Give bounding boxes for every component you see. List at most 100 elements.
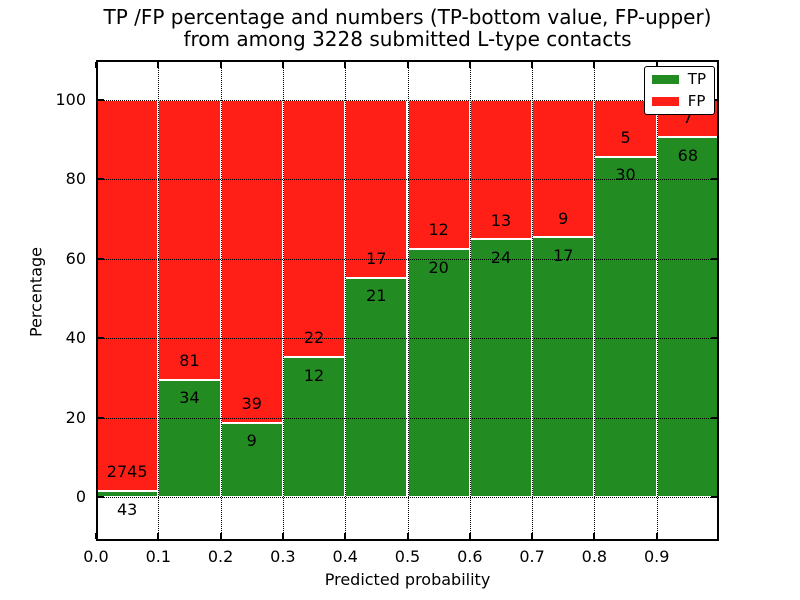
y-tick-label: 0 (75, 487, 86, 507)
legend-item-tp: TP (651, 70, 706, 88)
x-tick-mark (344, 533, 347, 539)
x-tick-label: 0.5 (394, 547, 421, 566)
fp-bar (282, 99, 346, 357)
tp-count-label: 30 (615, 165, 636, 185)
x-tick-mark (468, 533, 471, 539)
legend: TP FP (643, 66, 715, 115)
fp-bar (532, 99, 595, 238)
tp-bar (532, 237, 595, 498)
fp-count-label: 22 (303, 328, 325, 348)
tp-count-label: 12 (303, 365, 325, 385)
chart-title: TP /FP percentage and numbers (TP-bottom… (96, 6, 719, 50)
x-tick-mark (219, 62, 222, 68)
x-tick-label: 0.8 (581, 547, 608, 566)
tp-bar (220, 422, 283, 498)
tp-bar (469, 239, 533, 498)
legend-label-tp: TP (687, 70, 706, 88)
y-tick-mark (711, 337, 717, 340)
tp-count-label: 9 (246, 431, 257, 451)
x-tick-mark (281, 533, 284, 539)
v-gridline (158, 60, 160, 541)
x-tick-label: 0.7 (519, 547, 545, 566)
y-tick-label: 60 (65, 248, 86, 268)
tp-bar (282, 356, 346, 498)
v-gridline (282, 60, 284, 541)
x-tick-mark (655, 533, 658, 539)
y-tick-mark (98, 98, 104, 101)
legend-swatch-tp (651, 75, 679, 84)
x-tick-mark (157, 533, 160, 539)
x-tick-label: 0.2 (207, 547, 234, 566)
fp-count-label: 13 (490, 210, 512, 230)
x-tick-mark (531, 62, 534, 68)
x-tick-label: 0.9 (643, 547, 670, 566)
fp-count-label: 81 (179, 351, 200, 371)
plot-area: 2745 43 81 34 39 9 22 12 17 21 12 20 13 24 9 17 5 30 7 68 T… (95, 60, 719, 541)
y-tick-label: 40 (65, 328, 86, 348)
tp-count-label: 68 (677, 145, 699, 165)
v-gridline (407, 60, 409, 541)
chart-title-line1: TP /FP percentage and numbers (TP-bottom… (103, 5, 712, 29)
tp-count-label: 24 (490, 248, 512, 268)
fp-bar (469, 99, 533, 240)
tp-count-label: 17 (553, 246, 574, 266)
fp-bar (345, 99, 408, 278)
x-tick-label: 0.0 (83, 547, 109, 566)
fp-count-label: 2745 (106, 462, 148, 482)
y-tick-mark (711, 496, 717, 499)
tp-count-label: 43 (116, 499, 138, 519)
y-tick-mark (98, 257, 104, 260)
x-tick-mark (593, 62, 596, 68)
y-tick-mark (98, 178, 104, 181)
fp-count-label: 39 (241, 394, 262, 414)
y-tick-mark (98, 337, 104, 340)
y-tick-label: 20 (65, 407, 86, 427)
fp-bar (220, 99, 283, 423)
x-tick-mark (406, 62, 409, 68)
y-tick-label: 80 (65, 169, 86, 189)
tp-count-label: 34 (179, 388, 200, 408)
fp-bar (407, 99, 470, 249)
v-gridline (220, 60, 222, 541)
x-tick-mark (468, 62, 471, 68)
tp-bar (656, 136, 719, 498)
tp-bar (594, 156, 657, 498)
legend-item-fp: FP (651, 92, 706, 110)
v-gridline (532, 60, 534, 541)
y-tick-mark (711, 178, 717, 181)
y-tick-mark (711, 257, 717, 260)
x-tick-label: 0.6 (457, 547, 483, 566)
x-tick-label: 0.3 (270, 547, 296, 566)
x-tick-mark (95, 62, 97, 68)
v-gridline (469, 60, 471, 541)
v-gridline (656, 60, 658, 541)
y-tick-label: 100 (55, 89, 86, 109)
legend-swatch-fp (651, 97, 679, 106)
tp-count-label: 20 (428, 257, 449, 277)
x-tick-label: 0.4 (332, 547, 358, 566)
tp-count-label: 21 (366, 286, 387, 306)
tp-bar (345, 277, 408, 498)
fp-bar (96, 99, 159, 492)
x-tick-mark (655, 62, 658, 68)
x-tick-mark (219, 533, 222, 539)
legend-label-fp: FP (687, 92, 706, 110)
tp-bar (407, 248, 470, 498)
fp-count-label: 9 (558, 208, 569, 228)
fp-bar (158, 99, 221, 380)
y-tick-mark (98, 496, 104, 499)
x-tick-mark (95, 533, 97, 539)
v-gridline (345, 60, 347, 541)
fp-count-label: 5 (620, 127, 631, 147)
fp-count-label: 17 (366, 248, 387, 268)
x-tick-mark (281, 62, 284, 68)
x-tick-mark (531, 533, 534, 539)
chart-title-line2: from among 3228 submitted L-type contact… (183, 27, 632, 51)
v-gridline (594, 60, 596, 541)
fp-count-label: 7 (682, 108, 693, 128)
x-tick-label: 0.1 (145, 547, 172, 566)
x-tick-mark (157, 62, 160, 68)
y-tick-mark (711, 416, 717, 419)
x-tick-mark (593, 533, 596, 539)
